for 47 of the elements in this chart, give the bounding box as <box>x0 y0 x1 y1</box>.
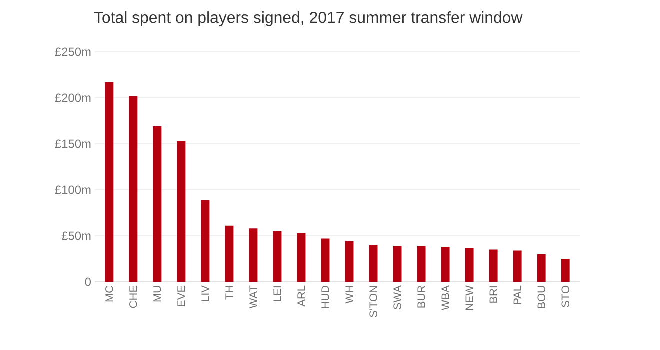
x-tick-label: LEI <box>274 286 282 302</box>
bar <box>393 246 402 282</box>
bar <box>105 82 114 282</box>
bar <box>297 233 306 282</box>
bar <box>441 247 450 282</box>
x-tick-label: SWA <box>394 286 402 310</box>
x-tick-label: LIV <box>202 286 210 302</box>
x-tick-label: TH <box>226 286 234 300</box>
x-tick-label: WH <box>346 286 354 304</box>
x-tick-label: HUD <box>322 286 330 308</box>
x-tick-label: BRI <box>490 286 498 303</box>
bar <box>489 250 498 282</box>
x-tick-label: ARL <box>298 286 306 307</box>
bar <box>345 242 354 282</box>
chart-title: Total spent on players signed, 2017 summer transfer window <box>94 12 523 26</box>
x-tick-label: S'TON <box>370 286 378 318</box>
y-tick-label: £150m <box>55 140 91 148</box>
bar <box>225 226 234 282</box>
bar <box>129 96 138 282</box>
bar <box>417 246 426 282</box>
bar <box>153 126 162 282</box>
bar <box>201 200 210 282</box>
y-tick-label: £200m <box>55 94 91 102</box>
bar <box>321 238 330 282</box>
x-tick-label: PAL <box>514 286 522 305</box>
bar <box>273 231 282 282</box>
bar <box>561 259 570 282</box>
y-tick-label: £100m <box>55 186 91 194</box>
x-tick-label: NEW <box>466 286 474 310</box>
bar <box>177 141 186 282</box>
x-tick-label: STO <box>562 286 570 308</box>
x-tick-label: WAT <box>250 286 258 309</box>
x-tick-label: MU <box>154 286 162 302</box>
x-tick-label: BUR <box>418 286 426 308</box>
bar <box>249 228 258 282</box>
bar <box>465 248 474 282</box>
y-tick-label: £50m <box>62 232 91 240</box>
bar <box>369 245 378 282</box>
bar <box>513 250 522 282</box>
x-tick-label: EVE <box>178 286 186 307</box>
x-tick-label: WBA <box>442 286 450 310</box>
x-tick-label: CHE <box>130 286 138 308</box>
bar <box>537 254 546 282</box>
y-tick-label: 0 <box>85 278 92 286</box>
x-tick-label: MC <box>106 286 114 302</box>
x-tick-label: BOU <box>538 286 546 308</box>
y-tick-label: £250m <box>55 48 91 56</box>
